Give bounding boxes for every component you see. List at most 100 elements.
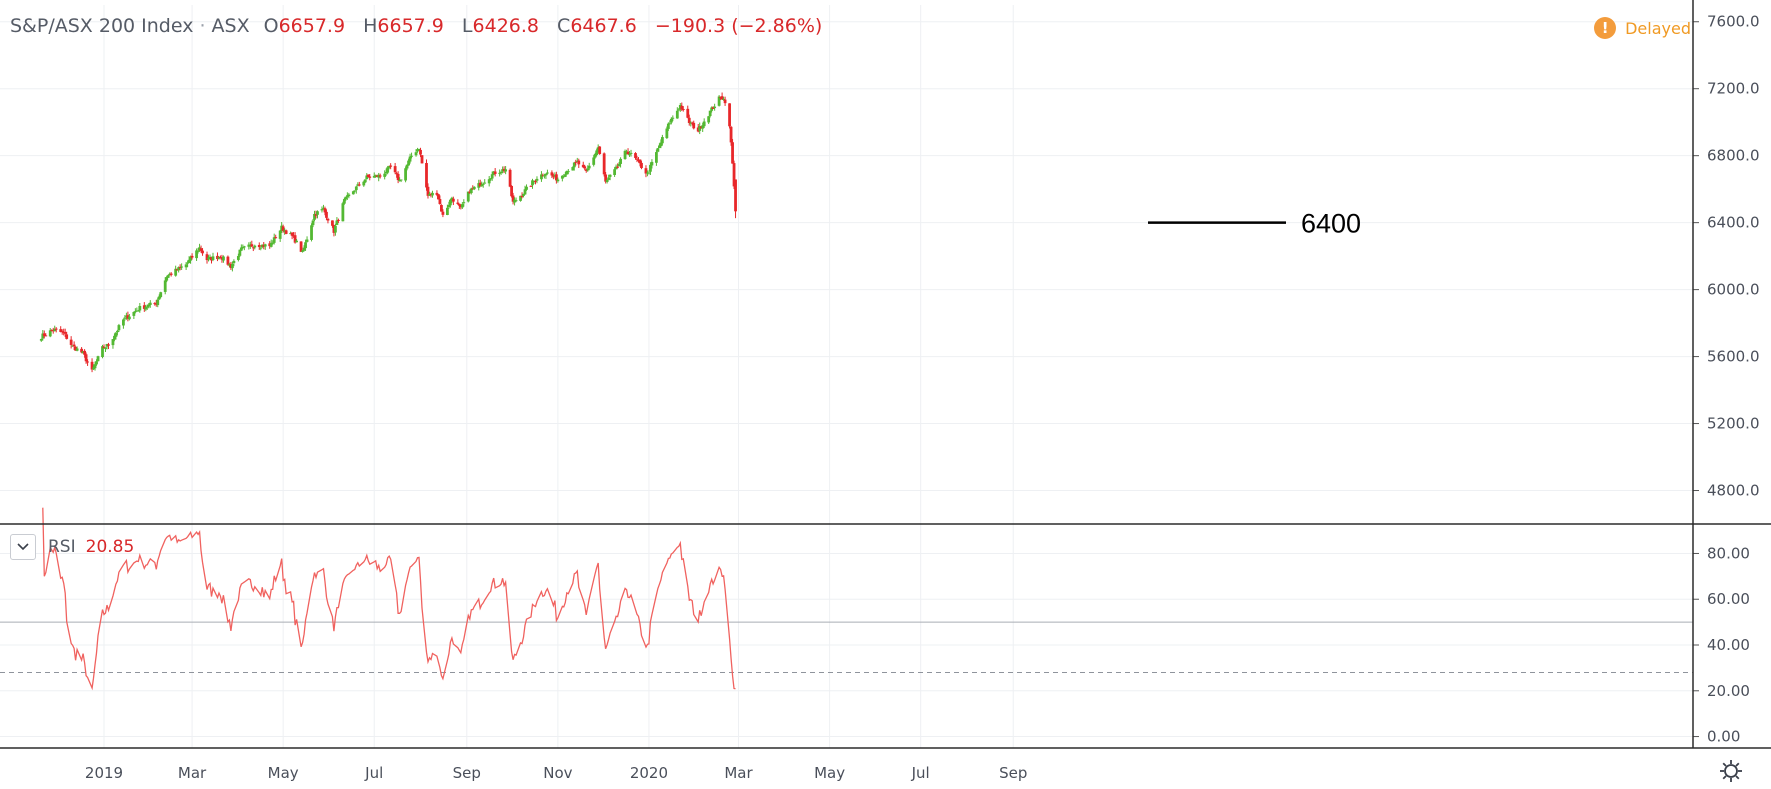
candle [686,105,690,119]
candle [132,311,136,320]
candle-body [628,154,631,156]
candle-body [410,155,413,157]
candle-body [466,191,470,202]
candle [232,259,236,267]
candle [435,190,439,197]
candle [257,242,261,250]
time-tick-label: Sep [999,764,1027,782]
candle [656,148,660,153]
candle-body [554,174,558,181]
candle-body [136,310,140,312]
candle-body [207,257,210,260]
candle-body [523,189,527,195]
candle [253,244,257,250]
candle [441,209,445,218]
candle-body [332,224,336,233]
candle-body [428,194,431,196]
candle [41,330,45,341]
candle-body [269,242,273,247]
candle [289,231,293,235]
candle-body [101,346,104,358]
candle [734,179,737,219]
candle-body [163,280,167,292]
candle-body [93,364,97,369]
candle-body [659,142,663,147]
candle [469,187,473,195]
candle [566,169,570,175]
candle-body [80,348,84,353]
candle-body [251,247,255,249]
candle [586,165,590,172]
candle [178,264,182,271]
candle [713,103,717,111]
candle-body [178,267,182,269]
candle-body [587,165,591,169]
candle-body [75,348,79,351]
candle [80,347,84,354]
candle [59,326,63,333]
candle [414,149,418,157]
candle [708,110,712,118]
candle [531,178,534,189]
price-candles [39,92,737,373]
close-value: 6467.6 [570,15,637,37]
candle-body [147,304,151,307]
candle [393,162,397,175]
candle [54,327,58,333]
candle-body [274,237,278,239]
candle [384,168,388,176]
candle-body [384,171,388,174]
candle [42,330,46,339]
candle-body [710,107,714,111]
candle-body [174,268,178,276]
delayed-status[interactable]: ! Delayed [1594,17,1691,39]
candle-body [337,219,340,221]
candle [313,210,316,222]
candle [459,204,463,210]
candle [180,263,184,270]
gear-icon[interactable] [1718,758,1744,784]
candle-body [242,246,246,248]
time-tick-label: Nov [543,764,572,782]
time-tick-label: 2019 [85,764,123,782]
candle [587,162,591,171]
candle-body [187,259,191,264]
rsi-line [42,507,736,691]
candle [483,179,487,184]
candle-body [398,180,402,182]
candle [689,121,693,127]
candle-body [481,183,485,185]
candle [468,189,472,194]
candle [544,173,548,179]
symbol-title[interactable]: S&P/ASX 200 Index [10,15,194,37]
high-value: 6657.9 [377,15,444,37]
exchange-label: ASX [211,15,250,37]
candle-body [575,161,579,163]
candle-body [72,344,76,347]
candle [195,248,198,261]
candle [304,239,307,251]
candle-body [435,192,439,195]
candle [565,170,569,175]
candle-body [220,257,224,260]
candle-body [471,188,475,190]
candle-body [365,175,369,180]
candle-body [199,248,203,251]
candle [363,179,367,184]
candle-body [581,164,585,168]
candle [342,197,346,205]
candle-body [692,122,696,129]
candle [513,197,516,206]
candle [729,125,733,146]
candle-body [543,175,546,177]
chevron-down-icon[interactable] [10,534,36,560]
candle [272,233,276,245]
candle [598,146,602,155]
candle-body [501,169,505,172]
candle-body [414,152,418,156]
candle-body [668,123,672,125]
price-annotation[interactable]: 6400 [1148,209,1361,239]
rsi-name[interactable]: RSI [48,537,76,557]
